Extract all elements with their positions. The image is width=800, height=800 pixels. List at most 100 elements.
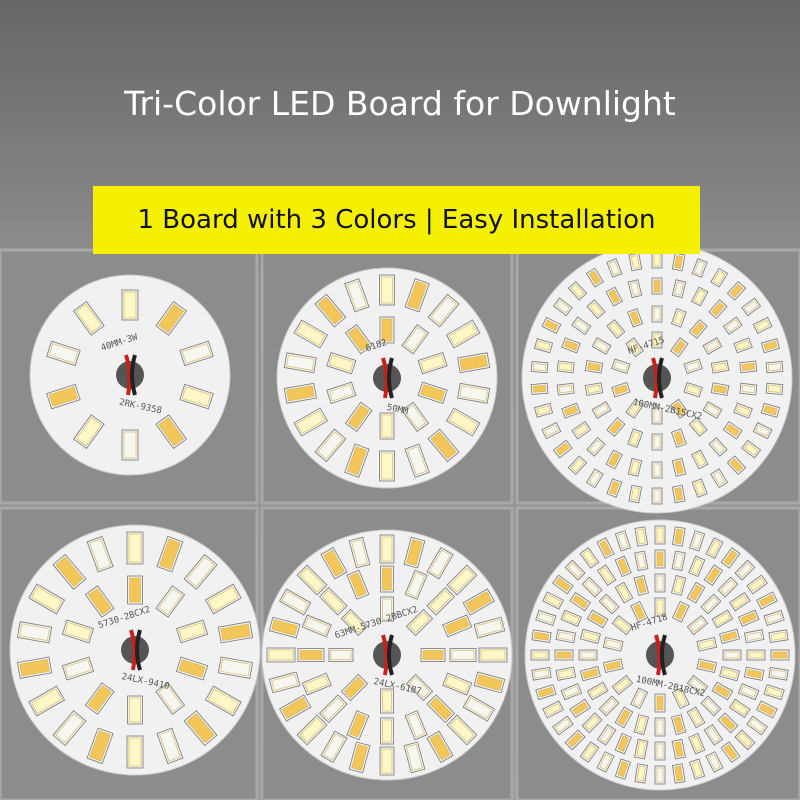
led-frame bbox=[634, 763, 649, 784]
led bbox=[266, 647, 296, 663]
led-frame bbox=[611, 358, 631, 374]
led-chip bbox=[749, 577, 765, 592]
led-frame bbox=[567, 280, 588, 301]
led bbox=[763, 684, 785, 701]
led bbox=[651, 277, 663, 295]
led bbox=[379, 316, 395, 344]
led bbox=[606, 417, 626, 437]
led-chip bbox=[720, 579, 736, 595]
led bbox=[449, 648, 477, 662]
led-frame bbox=[691, 449, 709, 470]
led-frame bbox=[671, 600, 690, 623]
led-chip bbox=[706, 726, 721, 743]
led bbox=[217, 621, 254, 644]
led bbox=[344, 323, 373, 355]
led-frame bbox=[561, 337, 581, 354]
led bbox=[16, 621, 53, 644]
led bbox=[446, 564, 478, 596]
led bbox=[605, 449, 623, 470]
led-chip bbox=[636, 716, 647, 733]
led bbox=[297, 648, 325, 662]
led bbox=[552, 297, 573, 317]
led bbox=[743, 666, 765, 681]
led bbox=[283, 382, 317, 404]
led-chip bbox=[744, 300, 759, 314]
led-chip bbox=[328, 354, 354, 372]
led-chip bbox=[31, 586, 63, 612]
led bbox=[156, 535, 184, 573]
led-frame bbox=[446, 714, 478, 746]
wire-red bbox=[651, 357, 659, 399]
led-chip bbox=[271, 674, 298, 691]
led-frame bbox=[320, 547, 348, 580]
led bbox=[689, 758, 706, 780]
led-frame bbox=[689, 758, 706, 780]
led-chip bbox=[129, 577, 141, 603]
led-frame bbox=[314, 293, 347, 328]
led-chip bbox=[674, 765, 684, 782]
led bbox=[627, 308, 644, 328]
led-frame bbox=[651, 305, 663, 323]
led bbox=[651, 331, 663, 349]
led bbox=[768, 629, 789, 644]
led bbox=[683, 382, 703, 398]
led-chip bbox=[594, 339, 609, 353]
led-frame bbox=[28, 583, 66, 615]
led-chip bbox=[570, 283, 585, 298]
led-chip bbox=[159, 730, 181, 762]
led-frame bbox=[763, 684, 785, 701]
led-frame bbox=[581, 712, 603, 734]
led-frame bbox=[442, 614, 473, 638]
led bbox=[611, 674, 634, 696]
led-frame bbox=[340, 673, 369, 702]
led-frame bbox=[296, 564, 328, 596]
led bbox=[686, 674, 709, 696]
led-frame bbox=[705, 751, 724, 773]
led bbox=[722, 421, 743, 440]
led-chip bbox=[689, 617, 706, 633]
led bbox=[404, 443, 430, 478]
led-chip bbox=[545, 703, 562, 716]
led-chip bbox=[465, 591, 493, 613]
led-frame bbox=[183, 553, 218, 590]
led-frame bbox=[552, 715, 574, 736]
led-chip bbox=[636, 553, 646, 569]
led bbox=[670, 398, 689, 419]
led bbox=[691, 286, 709, 307]
led-frame bbox=[403, 536, 426, 569]
led bbox=[379, 412, 395, 440]
led-frame bbox=[183, 710, 218, 747]
led-chip bbox=[422, 650, 444, 660]
led-chip bbox=[349, 712, 367, 738]
led bbox=[556, 360, 575, 374]
led bbox=[696, 636, 718, 652]
led bbox=[578, 649, 598, 661]
led-chip bbox=[532, 651, 548, 659]
led-chip bbox=[351, 539, 368, 566]
led-frame bbox=[722, 649, 742, 661]
led-chip bbox=[430, 431, 457, 460]
led-frame bbox=[52, 710, 87, 747]
led bbox=[591, 401, 612, 419]
led-chip bbox=[323, 733, 345, 761]
led-frame bbox=[611, 382, 631, 398]
led bbox=[586, 436, 606, 457]
led-frame bbox=[401, 401, 430, 433]
led-frame bbox=[457, 382, 491, 404]
led-chip bbox=[129, 697, 141, 723]
led-frame bbox=[584, 360, 604, 374]
led-chip bbox=[617, 761, 629, 778]
led-frame bbox=[700, 695, 722, 717]
led bbox=[614, 555, 632, 578]
led-frame bbox=[586, 609, 609, 629]
led bbox=[614, 530, 631, 552]
led-frame bbox=[175, 656, 209, 681]
led-frame bbox=[478, 647, 508, 663]
led bbox=[445, 407, 481, 437]
led bbox=[733, 402, 753, 419]
led-frame bbox=[556, 360, 575, 374]
led-frame bbox=[564, 729, 586, 751]
led bbox=[301, 672, 332, 696]
led-frame bbox=[671, 457, 687, 477]
led bbox=[569, 698, 591, 719]
